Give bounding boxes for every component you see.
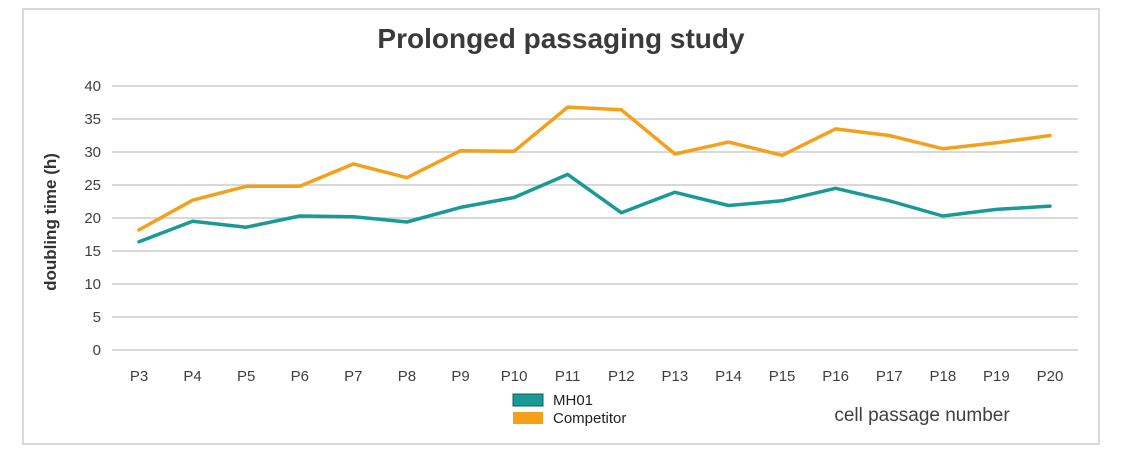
x-tick-label: P11	[555, 368, 581, 385]
y-axis-label: doubling time (h)	[41, 153, 60, 291]
chart-frame	[22, 8, 1100, 445]
y-tick-label: 30	[84, 144, 101, 161]
x-axis-label: cell passage number	[834, 405, 1010, 426]
y-tick-label: 25	[84, 177, 101, 194]
x-tick-label: P16	[822, 368, 849, 385]
x-tick-label: P10	[501, 368, 528, 385]
x-tick-label: P4	[183, 368, 201, 385]
x-tick-label: P12	[608, 368, 635, 385]
x-tick-label: P6	[291, 368, 309, 385]
x-tick-label: P9	[451, 368, 469, 385]
y-tick-label: 35	[84, 111, 101, 128]
legend-swatch	[512, 393, 544, 407]
chart-title: Prolonged passaging study	[377, 23, 745, 54]
x-tick-label: P14	[715, 368, 742, 385]
y-tick-label: 10	[84, 276, 101, 293]
legend-swatch	[513, 412, 543, 424]
series-line-competitor	[137, 105, 1052, 232]
y-tick-label: 40	[84, 78, 101, 95]
x-axis-ticks: P3 P4 P5 P6 P7 P8 P9 P10 P11 P12 P13 P14 P15 P16 P17 P1…	[130, 368, 1064, 385]
x-tick-label: P18	[929, 368, 956, 385]
x-tick-label: P5	[237, 368, 255, 385]
x-tick-label: P13	[662, 368, 689, 385]
y-tick-label: 5	[93, 309, 101, 326]
x-tick-label: P19	[983, 368, 1010, 385]
y-axis-ticks: 0 5 10 15 20 25 30 35 40	[84, 78, 101, 359]
y-tick-label: 20	[84, 210, 101, 227]
y-tick-label: 15	[84, 243, 101, 260]
y-tick-label: 0	[93, 342, 101, 359]
x-tick-label: P7	[344, 368, 362, 385]
gridlines	[112, 85, 1078, 351]
x-tick-label: P17	[876, 368, 903, 385]
series-line-mh01	[137, 172, 1052, 244]
series-lines	[137, 105, 1052, 244]
x-tick-label: P15	[769, 368, 796, 385]
x-tick-label: P3	[130, 368, 148, 385]
legend-label: Competitor	[553, 410, 626, 427]
x-tick-label: P20	[1037, 368, 1064, 385]
x-tick-label: P8	[398, 368, 416, 385]
legend-label: MH01	[553, 392, 593, 409]
